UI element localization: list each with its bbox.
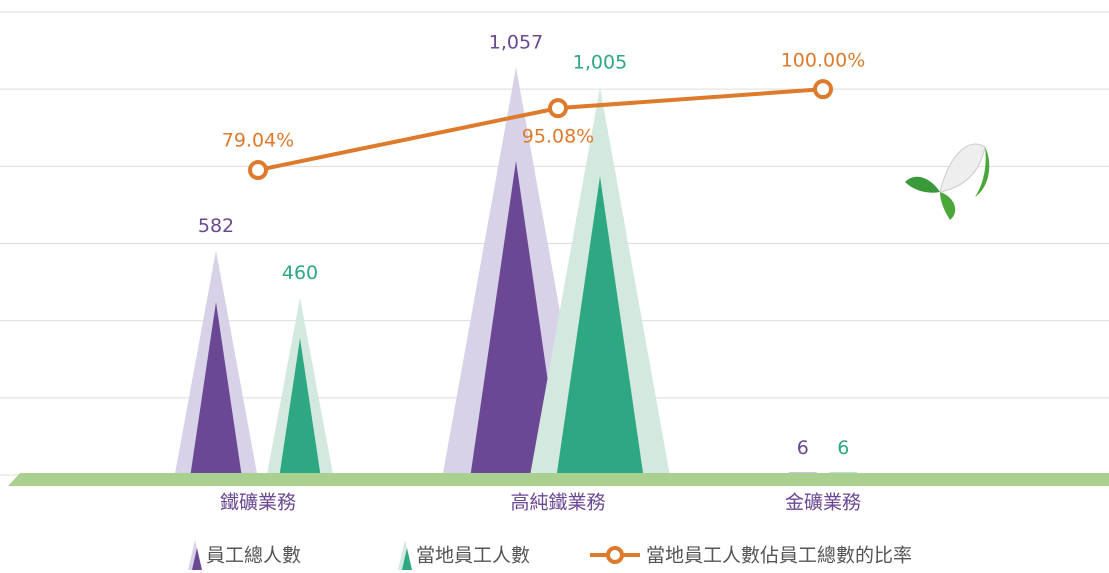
data-label: 6 xyxy=(837,437,849,459)
ground xyxy=(8,473,1109,486)
data-label: 1,057 xyxy=(489,32,543,54)
line-marker xyxy=(250,162,266,178)
data-label: 460 xyxy=(282,262,318,284)
data-label: 79.04% xyxy=(222,130,294,152)
chart: 582 1,057 6 460 1,005 6 79.04% 95.08% 100.00% 鐵礦業… xyxy=(0,0,1109,573)
legend-label: 當地員工人數 xyxy=(416,545,530,567)
line-marker xyxy=(550,100,566,116)
data-label: 582 xyxy=(198,215,234,237)
data-label: 95.08% xyxy=(522,126,594,148)
legend-label: 當地員工人數佔員工總數的比率 xyxy=(646,545,912,567)
x-tick-label: 金礦業務 xyxy=(785,492,861,514)
line-marker xyxy=(815,81,831,97)
data-label: 1,005 xyxy=(573,52,627,74)
x-tick-label: 鐵礦業務 xyxy=(220,492,296,514)
legend-label: 員工總人數 xyxy=(206,545,301,567)
data-label: 6 xyxy=(797,437,809,459)
data-label: 100.00% xyxy=(781,50,866,72)
butterfly-decoration xyxy=(905,144,989,220)
x-tick-label: 高純鐵業務 xyxy=(510,492,605,514)
legend-marker xyxy=(608,548,622,562)
